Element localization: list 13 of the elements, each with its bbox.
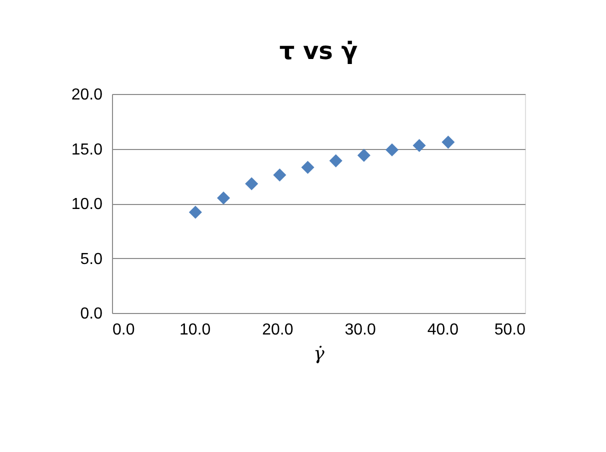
y-tick-label: 5.0 [80, 250, 103, 268]
y-tick-label: 0.0 [80, 306, 103, 322]
y-tick-label: 10.0 [71, 196, 103, 213]
x-tick-label: 20.0 [262, 322, 294, 338]
x-tick-label: 0.0 [112, 322, 135, 338]
y-tick-label: 20.0 [71, 86, 103, 104]
x-tick-label: 30.0 [344, 322, 376, 338]
chart-title: τ vs γ̇ [279, 37, 358, 65]
x-tick-label: 50.0 [494, 322, 526, 338]
y-tick-label: 15.0 [71, 141, 103, 158]
x-tick-label: 40.0 [427, 322, 459, 338]
x-tick-label: 10.0 [180, 322, 211, 338]
x-axis-title: γ̇ [314, 344, 325, 364]
